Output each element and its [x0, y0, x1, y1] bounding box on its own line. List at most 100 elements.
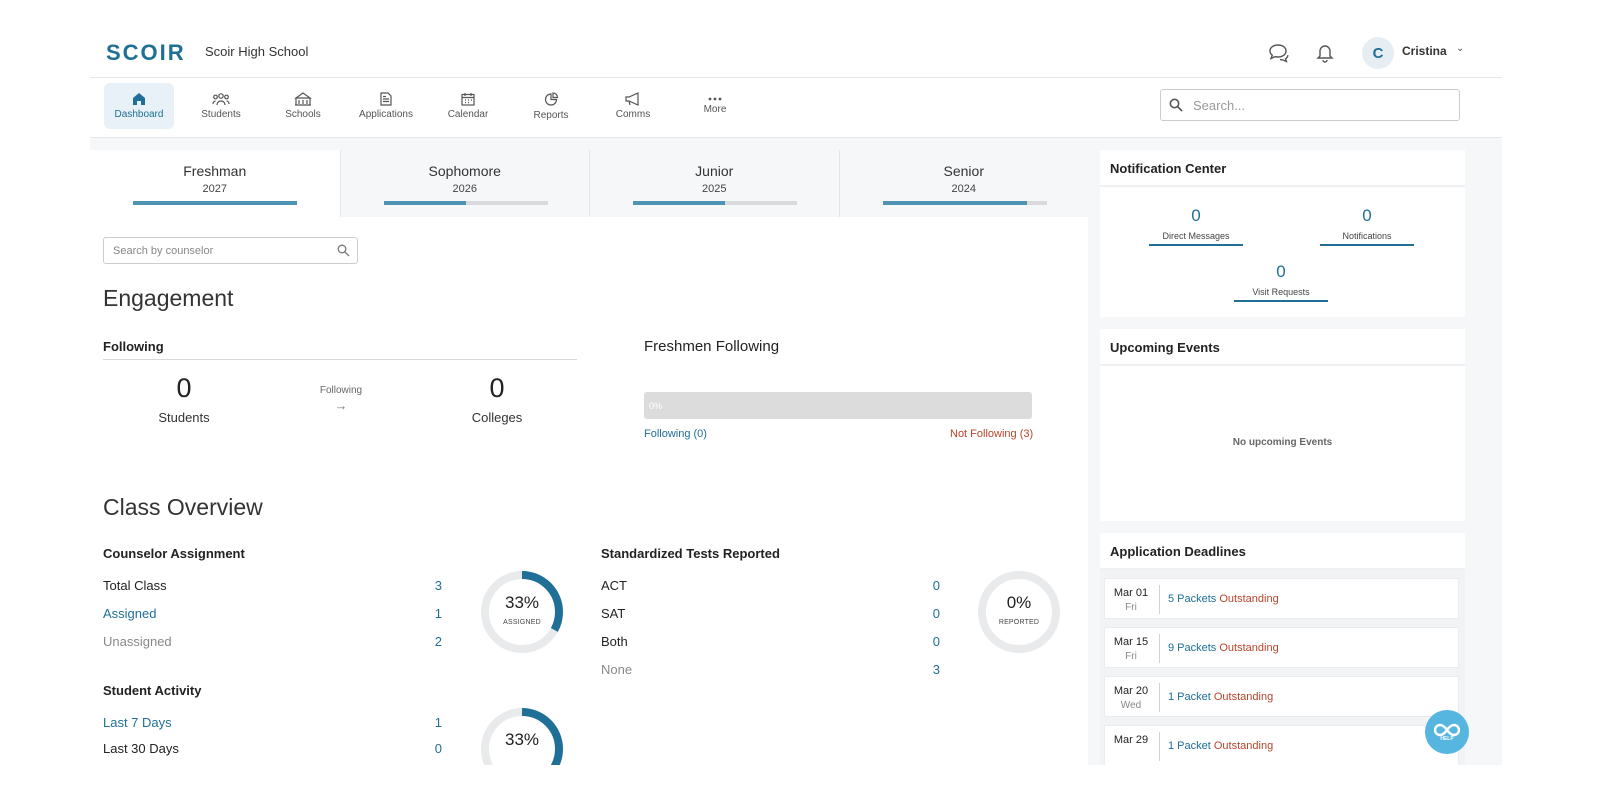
nav-applications[interactable]: Applications — [351, 83, 421, 129]
main-nav: Dashboard Students Schools Applications … — [90, 78, 1502, 138]
class-overview-title: Class Overview — [103, 494, 263, 520]
nav-label: Comms — [615, 109, 651, 120]
deadline-item[interactable]: Mar 20 Wed 1 Packet Outstanding — [1104, 676, 1459, 717]
home-icon — [133, 93, 145, 105]
last-7-days-link[interactable]: Last 7 Days — [103, 715, 172, 730]
tab-progress — [383, 201, 548, 205]
packets-link[interactable]: 5 Packets — [1168, 593, 1217, 605]
tab-name: Junior — [695, 163, 734, 179]
both-value[interactable]: 0 — [932, 634, 940, 649]
chevron-down-icon[interactable]: ⌄ — [1456, 43, 1465, 54]
notifications-label: Notifications — [1342, 231, 1392, 241]
act-value[interactable]: 0 — [932, 578, 940, 593]
tab-freshman[interactable]: Freshman 2027 — [90, 150, 340, 217]
upcoming-events: Upcoming Events No upcoming Events — [1100, 329, 1465, 521]
tab-junior[interactable]: Junior 2025 — [589, 150, 839, 217]
both-label: Both — [601, 634, 628, 649]
nav-calendar[interactable]: Calendar — [433, 83, 503, 129]
total-class-value[interactable]: 3 — [434, 578, 442, 593]
donut-percent: 0% — [1006, 593, 1032, 612]
sat-label: SAT — [601, 606, 626, 621]
avatar[interactable]: C — [1362, 37, 1394, 69]
search-input[interactable] — [1193, 97, 1433, 113]
deadline-item[interactable]: Mar 29 1 Packet Outstanding — [1104, 725, 1459, 765]
nav-reports[interactable]: Reports — [516, 83, 586, 129]
app-window: SCOIR Scoir High School C Cristina ⌄ Das… — [90, 30, 1502, 765]
megaphone-icon — [624, 92, 639, 106]
colleges-label: Colleges — [471, 410, 523, 425]
deadline-date: Mar 15 — [1113, 636, 1149, 648]
none-value[interactable]: 3 — [932, 662, 940, 677]
calendar-icon — [461, 93, 475, 106]
donut-label: REPORTED — [998, 619, 1040, 626]
following-arrow-label: Following — [319, 385, 363, 396]
tab-year: 2025 — [702, 183, 727, 195]
counselor-search[interactable] — [103, 237, 358, 264]
chart-pie-icon — [544, 91, 558, 106]
global-search[interactable] — [1160, 89, 1460, 121]
tab-senior[interactable]: Senior 2024 — [838, 150, 1088, 217]
deadline-date: Mar 20 — [1113, 685, 1149, 697]
help-button[interactable]: HELP — [1425, 710, 1469, 754]
scoir-logo[interactable]: SCOIR — [106, 40, 186, 65]
visit-requests-stat[interactable]: 0 Visit Requests — [1234, 262, 1328, 302]
sat-value[interactable]: 0 — [932, 606, 940, 621]
status-text: Outstanding — [1213, 740, 1274, 752]
user-name[interactable]: Cristina — [1402, 44, 1447, 58]
tab-progress — [633, 201, 797, 205]
application-deadlines: Application Deadlines Mar 01 Fri 5 Packe… — [1100, 533, 1465, 765]
engagement-title: Engagement — [103, 285, 234, 311]
search-icon — [1169, 98, 1183, 112]
last-7-days-value[interactable]: 1 — [434, 715, 442, 730]
deadline-item[interactable]: Mar 15 Fri 9 Packets Outstanding — [1104, 627, 1459, 668]
act-label: ACT — [601, 578, 627, 593]
nav-schools[interactable]: Schools — [268, 83, 338, 129]
deadline-item[interactable]: Mar 01 Fri 5 Packets Outstanding — [1104, 578, 1459, 619]
donut-percent: 33% — [504, 730, 540, 749]
divider — [1159, 585, 1160, 614]
activity-donut: 33% — [479, 706, 565, 765]
following-link[interactable]: Following (0) — [644, 428, 707, 440]
packets-link[interactable]: 1 Packet — [1168, 691, 1211, 703]
tab-sophomore[interactable]: Sophomore 2026 — [339, 150, 589, 217]
freshmen-following-title: Freshmen Following — [644, 338, 780, 355]
assigned-link[interactable]: Assigned — [103, 606, 157, 621]
last-30-days-label[interactable]: Last 30 Days — [103, 741, 179, 756]
search-icon — [337, 244, 350, 257]
notifications-count: 0 — [1362, 206, 1372, 225]
nav-label: Dashboard — [114, 109, 164, 120]
direct-messages-stat[interactable]: 0 Direct Messages — [1149, 206, 1243, 246]
counselor-search-input[interactable] — [113, 244, 328, 257]
nav-comms[interactable]: Comms — [598, 83, 668, 129]
infinity-icon — [1434, 723, 1460, 737]
packets-link[interactable]: 9 Packets — [1168, 642, 1217, 654]
deadline-text: 5 Packets Outstanding — [1168, 593, 1279, 605]
bell-icon[interactable] — [1312, 40, 1338, 66]
unassigned-value[interactable]: 2 — [434, 634, 442, 649]
divider — [1159, 634, 1160, 663]
divider — [1159, 732, 1160, 761]
visit-requests-count: 0 — [1276, 262, 1286, 281]
chat-icon[interactable] — [1266, 40, 1292, 66]
tab-name: Senior — [943, 163, 984, 179]
divider — [103, 359, 577, 360]
status-text: Outstanding — [1213, 691, 1274, 703]
notifications-stat[interactable]: 0 Notifications — [1320, 206, 1414, 246]
nav-students[interactable]: Students — [186, 83, 256, 129]
underline — [1234, 300, 1328, 302]
tab-name: Freshman — [183, 163, 247, 179]
nav-dashboard[interactable]: Dashboard — [104, 83, 174, 129]
tab-progress — [882, 201, 1047, 205]
donut-percent: 33% — [504, 593, 540, 612]
packets-link[interactable]: 1 Packet — [1168, 740, 1211, 752]
assigned-value[interactable]: 1 — [434, 606, 442, 621]
status-text: Outstanding — [1219, 642, 1279, 654]
deadline-date: Mar 29 — [1113, 734, 1149, 746]
not-following-link[interactable]: Not Following (3) — [950, 428, 1034, 440]
top-header: SCOIR Scoir High School C Cristina ⌄ — [90, 30, 1502, 78]
following-heading: Following — [103, 339, 164, 354]
last-30-days-value[interactable]: 0 — [434, 741, 442, 756]
reported-donut: 0% REPORTED — [976, 569, 1062, 655]
assigned-donut: 33% ASSIGNED — [479, 569, 565, 655]
nav-more[interactable]: More — [680, 83, 750, 129]
